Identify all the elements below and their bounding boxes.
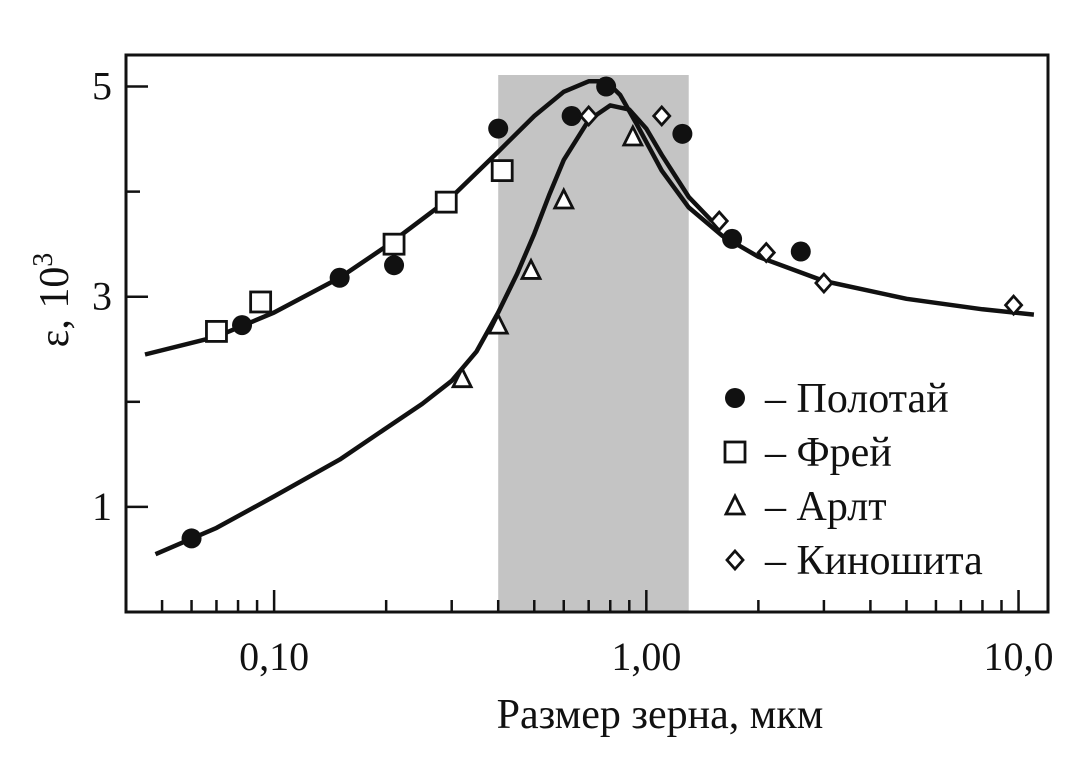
data-point	[232, 315, 253, 336]
legend-label: – Фрей	[764, 430, 892, 476]
legend-marker	[725, 548, 745, 572]
legend-label: – Киношита	[764, 538, 983, 584]
data-point	[519, 257, 543, 280]
legend-marker	[725, 388, 745, 408]
fit-curve-2	[154, 103, 714, 557]
data-point	[1003, 294, 1024, 317]
y-axis-title: ε, 103	[28, 253, 78, 348]
data-point	[596, 76, 617, 97]
data-point	[329, 267, 350, 288]
data-point	[578, 104, 599, 128]
data-point	[486, 311, 510, 335]
data-point	[561, 105, 582, 126]
data-point	[814, 271, 834, 295]
data-point	[249, 290, 273, 314]
data-point	[709, 209, 730, 233]
legend-marker	[723, 492, 747, 516]
data-point	[552, 186, 576, 210]
y-axis-title-exponent: 3	[28, 253, 59, 267]
data-point	[434, 190, 458, 214]
data-point	[490, 159, 514, 183]
y-tick-label: 5	[92, 64, 112, 109]
y-tick-label: 3	[92, 274, 112, 319]
legend-marker	[723, 440, 747, 464]
data-point	[756, 241, 777, 264]
data-point	[205, 319, 228, 343]
data-point	[722, 228, 743, 249]
plot-frame	[124, 53, 1050, 614]
data-point	[382, 232, 406, 256]
x-axis-title: Размер зерна, мкм	[497, 692, 824, 738]
data-point	[790, 241, 811, 262]
data-point	[488, 118, 509, 139]
data-point	[651, 104, 672, 128]
legend-label: – Арлт	[764, 484, 887, 530]
x-tick-label: 0,10	[239, 634, 309, 679]
y-tick-label: 1	[92, 484, 112, 529]
x-tick-label: 1,00	[611, 634, 681, 679]
data-point	[621, 123, 645, 147]
legend-label: – Полотай	[764, 376, 949, 422]
data-point	[384, 255, 405, 276]
data-point	[672, 123, 693, 144]
x-tick-label: 10,0	[984, 634, 1054, 679]
data-point	[450, 365, 474, 389]
data-point	[181, 528, 202, 549]
y-axis-title-prefix: ε, 10	[32, 267, 78, 348]
